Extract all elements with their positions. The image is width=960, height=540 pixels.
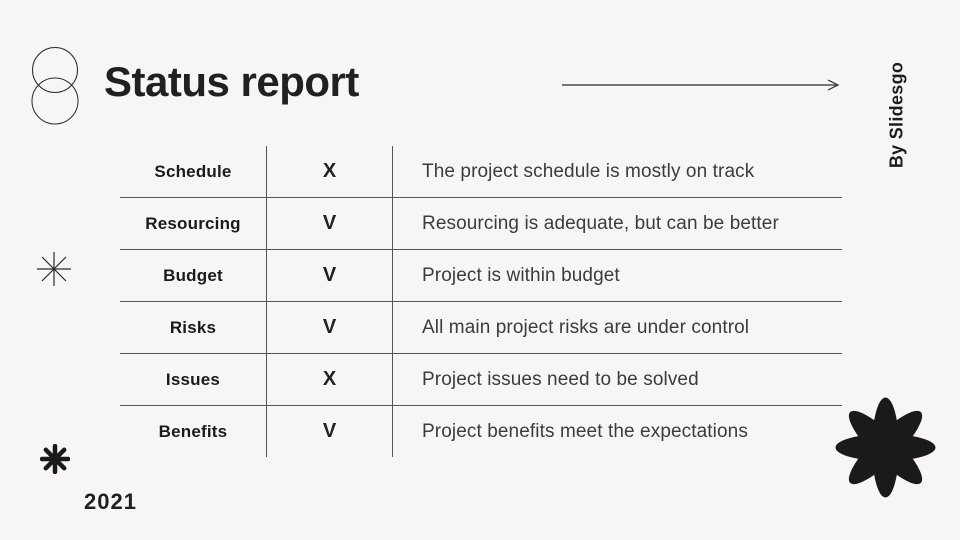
- row-mark: X: [266, 354, 393, 405]
- table-row: Issues X Project issues need to be solve…: [120, 354, 842, 406]
- table-row: Resourcing V Resourcing is adequate, but…: [120, 198, 842, 250]
- row-mark: V: [266, 406, 393, 457]
- row-label: Budget: [163, 265, 223, 285]
- table-row: Risks V All main project risks are under…: [120, 302, 842, 354]
- overlapping-circles-icon: [30, 45, 80, 132]
- row-label: Benefits: [158, 421, 228, 441]
- year-label: 2021: [84, 489, 137, 514]
- table-row: Schedule X The project schedule is mostl…: [120, 146, 842, 198]
- table-row: Budget V Project is within budget: [120, 250, 842, 302]
- row-label: Risks: [169, 317, 217, 337]
- row-mark: V: [266, 198, 393, 249]
- row-description: All main project risks are under control: [422, 316, 750, 338]
- row-description: Project benefits meet the expectations: [422, 420, 748, 442]
- row-label: Schedule: [154, 161, 232, 181]
- row-description: Project is within budget: [422, 264, 620, 286]
- row-label: Resourcing: [145, 213, 241, 233]
- page-title: Status report: [104, 58, 359, 105]
- flower-icon: [834, 396, 937, 504]
- solid-asterisk-icon: [39, 443, 71, 479]
- row-mark: V: [266, 250, 393, 301]
- row-mark: V: [266, 302, 393, 353]
- row-label: Issues: [165, 369, 221, 389]
- row-mark: X: [266, 146, 393, 197]
- row-description: Resourcing is adequate, but can be bette…: [422, 212, 779, 234]
- status-table: Schedule X The project schedule is mostl…: [120, 146, 842, 457]
- thin-asterisk-icon: [35, 250, 73, 293]
- right-arrow-icon: [562, 78, 840, 97]
- row-description: The project schedule is mostly on track: [422, 160, 755, 182]
- table-row: Benefits V Project benefits meet the exp…: [120, 406, 842, 457]
- byline: By Slidesgo: [886, 61, 907, 169]
- row-description: Project issues need to be solved: [422, 368, 699, 390]
